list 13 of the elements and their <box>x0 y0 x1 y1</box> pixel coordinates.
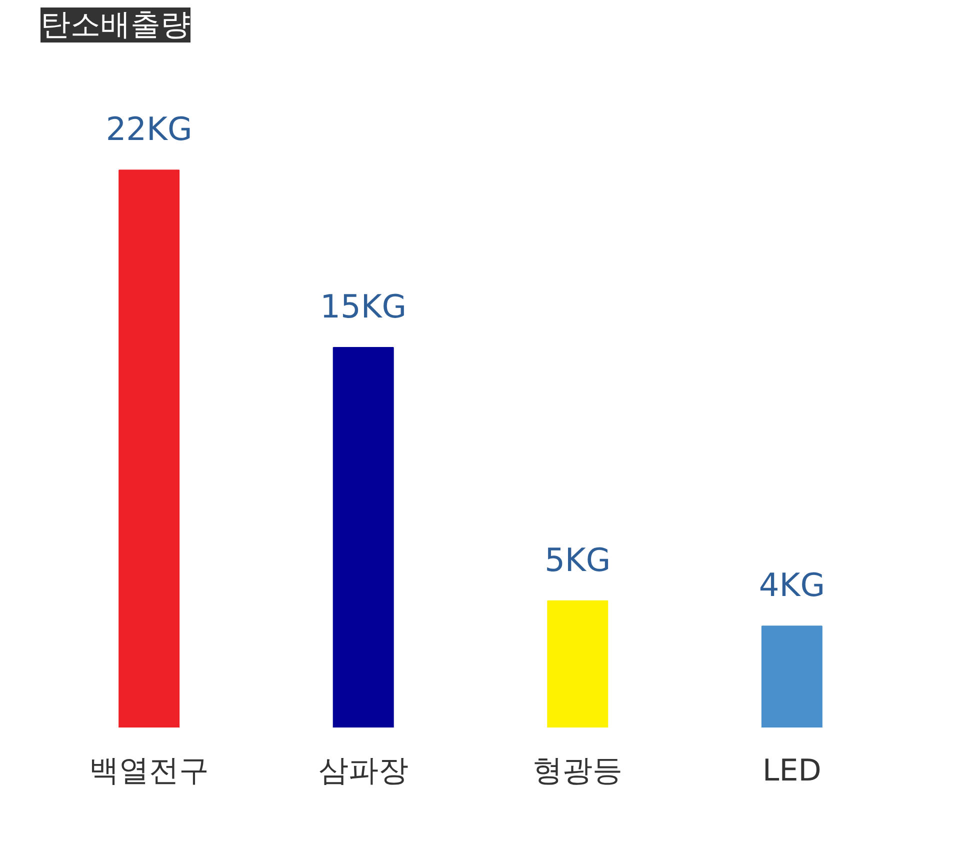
chart-title: 탄소배출량 <box>40 8 190 42</box>
x-tick-label: 형광등 <box>532 754 623 788</box>
data-label: 5KG <box>544 540 611 579</box>
x-tick-label: LED <box>762 754 822 788</box>
x-tick-label: 삼파장 <box>318 754 408 788</box>
bar <box>332 346 394 728</box>
x-tick-label: 백열전구 <box>89 754 210 788</box>
bar <box>761 626 822 728</box>
data-label: 22KG <box>106 110 192 148</box>
data-label: 15KG <box>320 287 407 326</box>
bar <box>547 600 608 728</box>
data-label: 4KG <box>758 566 825 604</box>
bar <box>118 170 180 728</box>
